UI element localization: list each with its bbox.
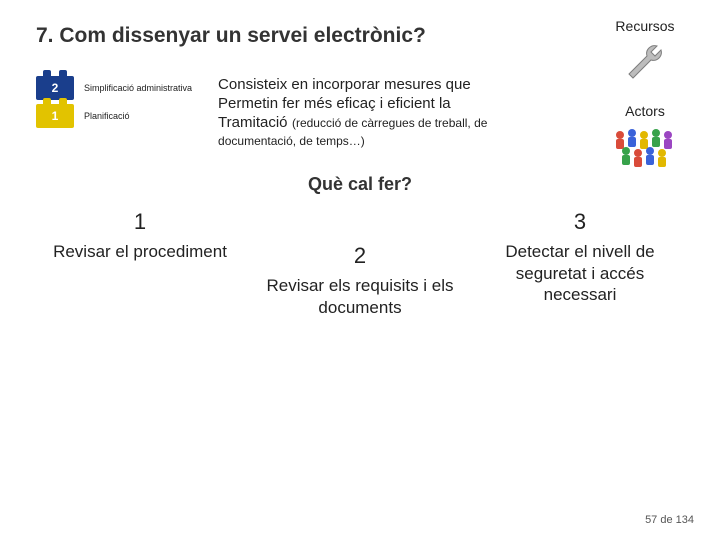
lego-block-1: 1 — [36, 104, 74, 128]
block-row-2: 2 Simplificació administrativa — [36, 76, 192, 100]
step-3-text: Detectar el nivell de seguretat i accés … — [482, 241, 678, 305]
step-2-number: 2 — [262, 243, 458, 269]
step-1: 1 Revisar el procediment — [36, 209, 244, 318]
block-row-1: 1 Planificació — [36, 104, 192, 128]
step-3-number: 3 — [482, 209, 678, 235]
blocks-column: 2 Simplificació administrativa 1 Planifi… — [36, 76, 192, 150]
page-title: 7. Com dissenyar un servei electrònic? — [36, 24, 684, 48]
lego-block-2: 2 — [36, 76, 74, 100]
block-label-planificacio: Planificació — [84, 111, 130, 121]
side-column: Recursos Actors — [590, 18, 700, 194]
step-1-number: 1 — [42, 209, 238, 235]
top-row: 2 Simplificació administrativa 1 Planifi… — [36, 76, 684, 150]
description-column: Consisteix en incorporar mesures que Per… — [210, 76, 510, 150]
people-group-icon — [590, 125, 700, 176]
actors-label: Actors — [590, 103, 700, 119]
subheading: Què cal fer? — [36, 174, 684, 195]
wrench-icon — [590, 40, 700, 85]
step-2: 2 Revisar els requisits i els documents — [256, 243, 464, 318]
step-1-text: Revisar el procediment — [42, 241, 238, 262]
block-label-simplificacio: Simplificació administrativa — [84, 83, 192, 93]
step-3: 3 Detectar el nivell de seguretat i accé… — [476, 209, 684, 318]
page-footer: 57 de 134 — [645, 514, 694, 526]
steps-row: 1 Revisar el procediment 2 Revisar els r… — [36, 209, 684, 318]
step-2-text: Revisar els requisits i els documents — [262, 275, 458, 318]
recursos-label: Recursos — [590, 18, 700, 34]
